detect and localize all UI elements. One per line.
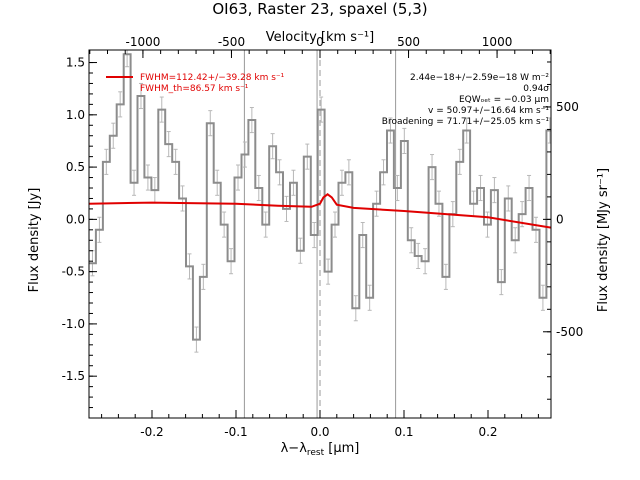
right-tick-label: -500 [556,325,583,339]
top-tick-label: -500 [218,35,245,49]
sigma-annotation: 0.94σ [523,84,549,94]
right-tick-label: 500 [556,100,579,114]
left-tick-label: 1.5 [66,56,85,70]
eqw-annotation: EQWₒₑₜ = −0.03 μm [459,95,549,105]
fit-curve-series [89,193,551,229]
left-tick-label: -1.0 [62,317,85,331]
line-stats: 2.44e−18+/−2.59e−18 W m⁻² 0.94σ EQWₒₑₜ =… [382,73,550,127]
bottom-tick-label: 0.1 [394,425,413,439]
velocity-annotation: v = 50.97+/−16.64 km s⁻¹ [428,106,549,116]
right-tick-label: 0 [556,212,564,226]
top-axis-title: Velocity [km s⁻¹] [266,30,374,45]
right-axis-title: Flux density [MJy sr⁻¹] [596,168,611,312]
left-tick-label: 0.0 [66,212,85,226]
left-axis-title: Flux density [Jy] [27,188,42,293]
spectrum-series [89,53,551,341]
left-tick-label: 1.0 [66,108,85,122]
broadening-annotation: Broadening = 71.71+/−25.05 km s⁻¹ [382,117,550,127]
left-tick-label: 0.5 [66,160,85,174]
top-tick-label: -1000 [125,35,160,49]
axes: -0.2 -0.1 0.0 0.1 0.2 -1.5 -1.0 -0.5 0.0 0.5 1.0 1.… [62,35,584,439]
fwhm-annotation: FWHM=112.42+/−39.28 km s⁻¹ [140,73,285,83]
plot-area [89,50,551,418]
bottom-tick-label: 0.2 [478,425,497,439]
fit-annotations: FWHM=112.42+/−39.28 km s⁻¹ FWHM_th=86.57… [106,73,285,94]
top-tick-label: 500 [397,35,420,49]
fwhm-th-annotation: FWHM_th=86.57 km s⁻¹ [140,84,249,94]
top-tick-label: 0 [316,35,324,49]
left-tick-label: -0.5 [62,265,85,279]
top-tick-label: 1000 [482,35,513,49]
flux-annotation: 2.44e−18+/−2.59e−18 W m⁻² [410,73,549,83]
bottom-tick-label: -0.2 [140,425,163,439]
bottom-axis-title: λ−λrest [μm] [281,441,360,458]
left-tick-label: -1.5 [62,369,85,383]
chart-title: OI63, Raster 23, spaxel (5,3) [212,0,427,18]
bottom-tick-label: 0.0 [310,425,329,439]
bottom-tick-label: -0.1 [224,425,247,439]
